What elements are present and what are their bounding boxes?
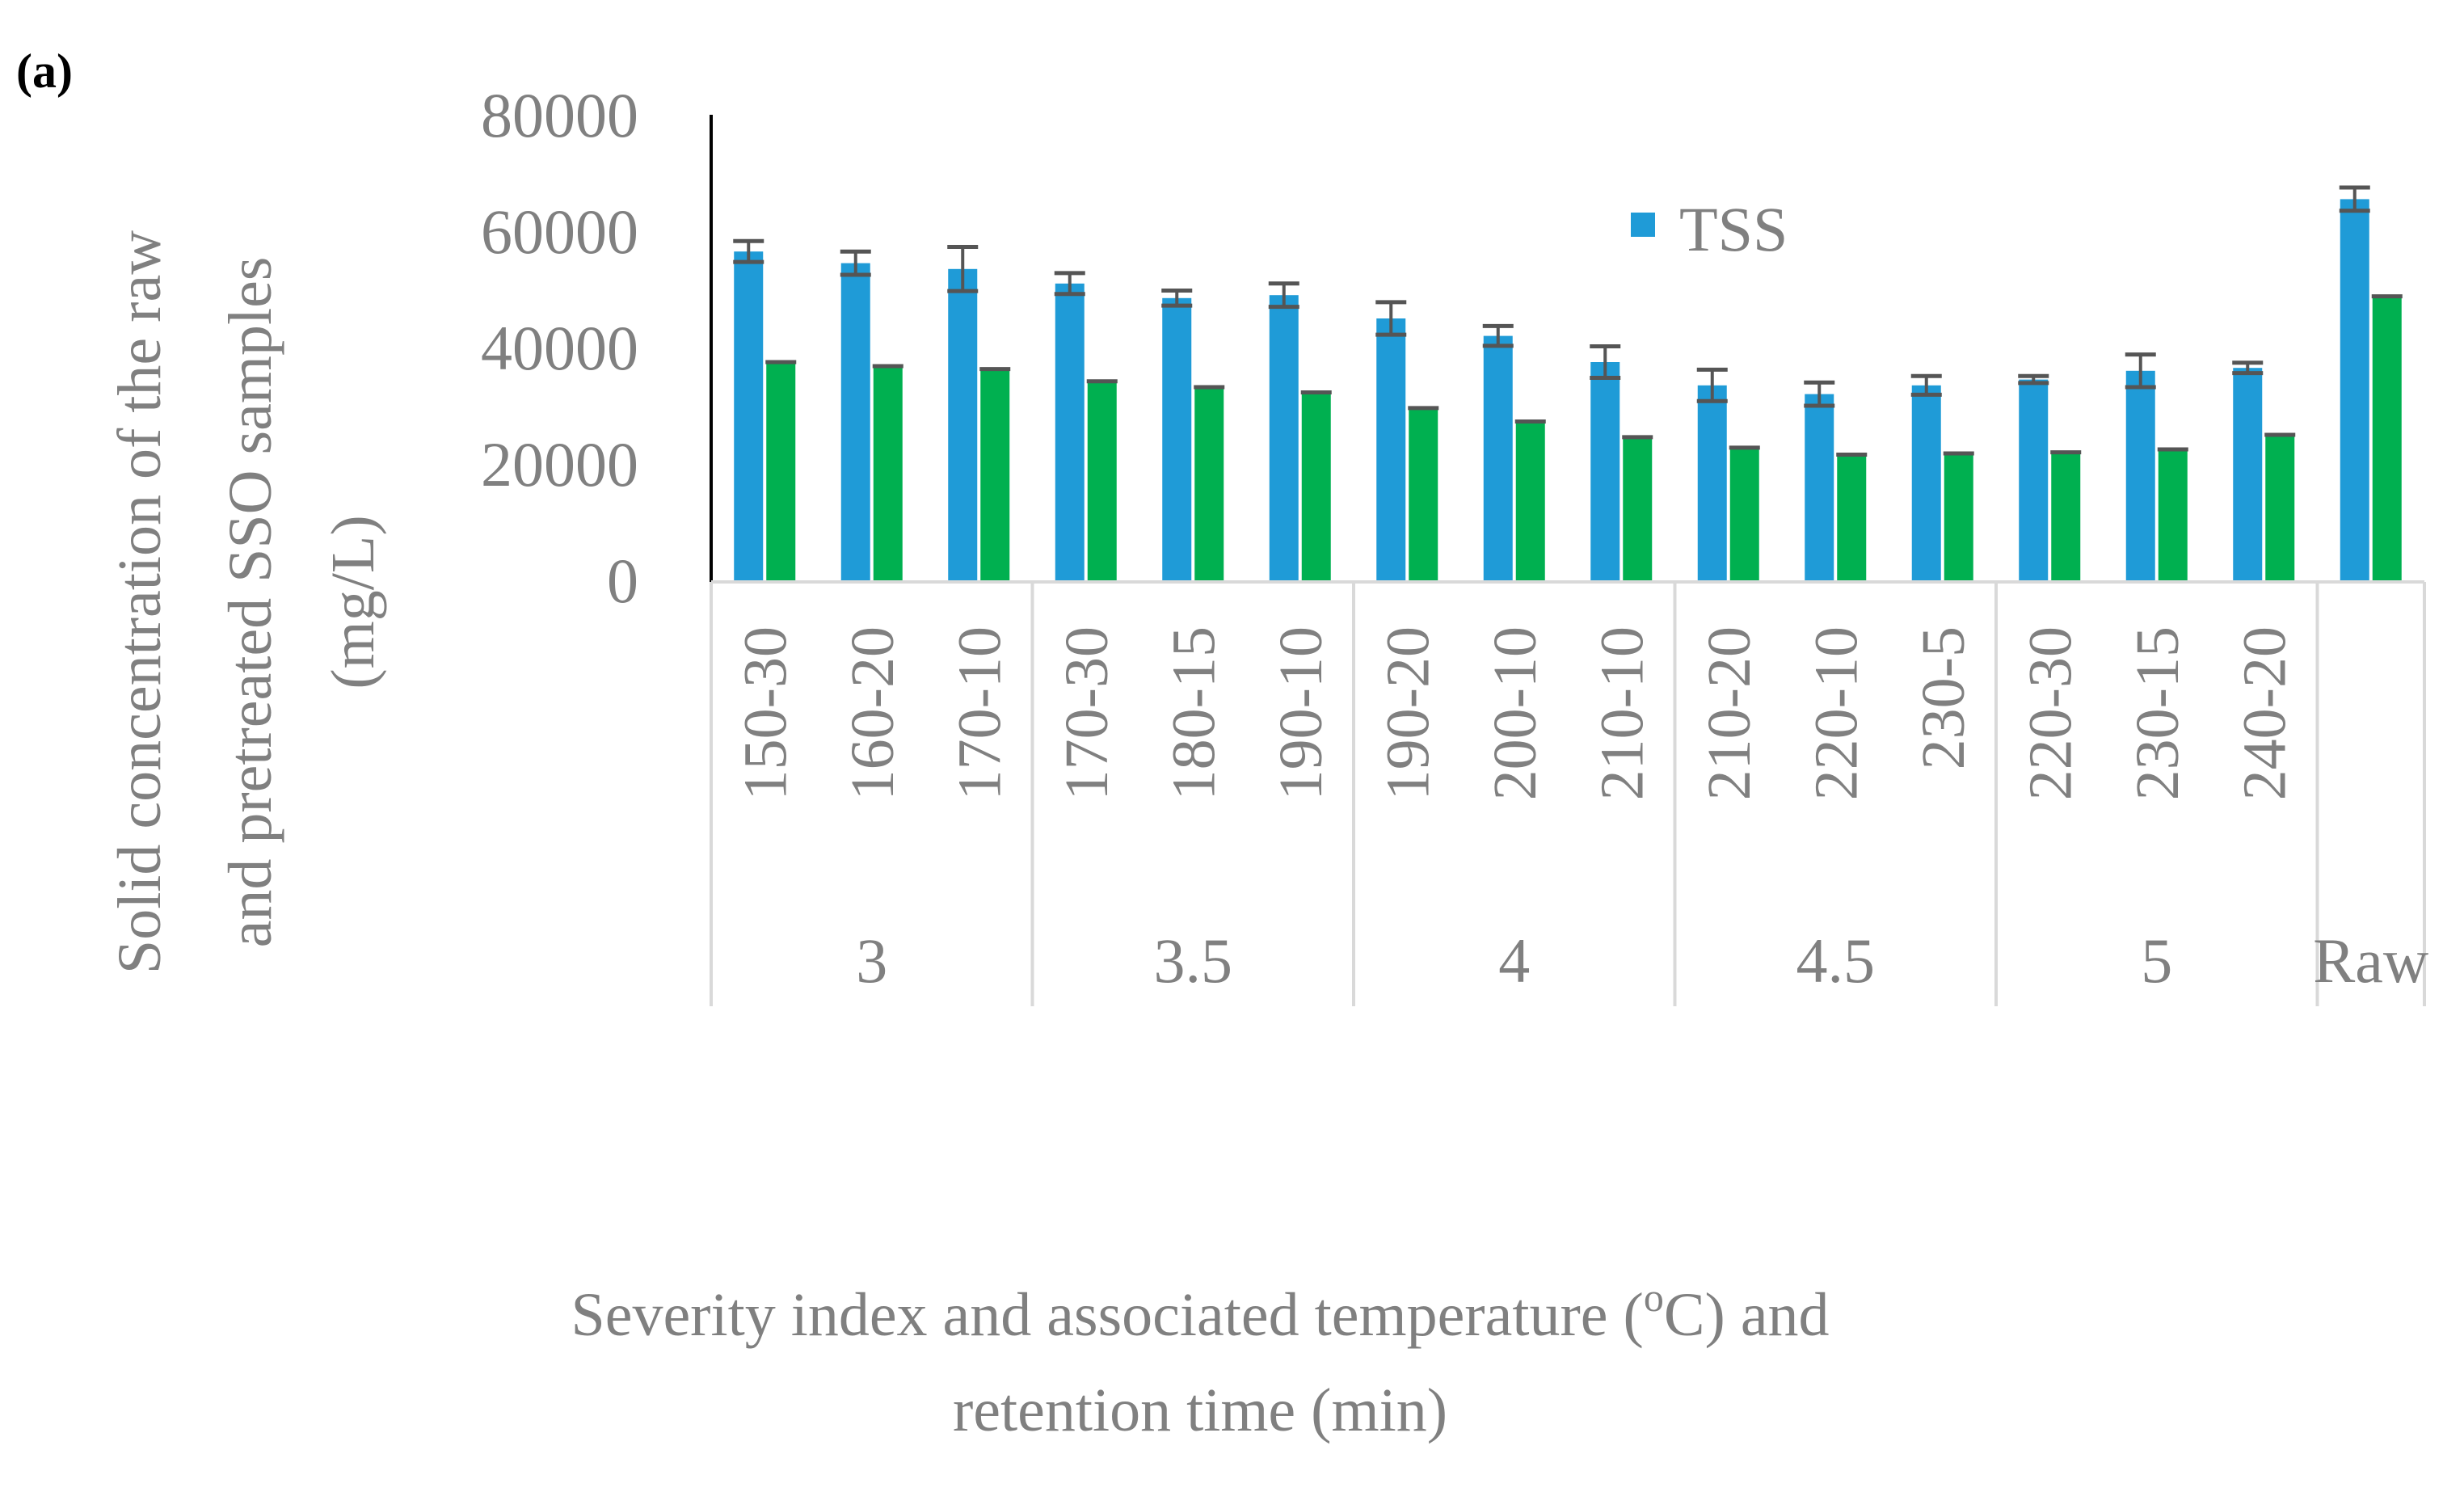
x-tick-label: 220-10 bbox=[1802, 626, 1870, 800]
panel-label: (a) bbox=[16, 44, 73, 98]
x-tick-label: 210-20 bbox=[1695, 626, 1763, 800]
x-tick-label: 190-10 bbox=[1267, 626, 1335, 800]
x-axis-title-line1b: C) and bbox=[1664, 1281, 1830, 1349]
bar bbox=[2019, 379, 2049, 580]
bar bbox=[1944, 453, 1973, 580]
bar bbox=[1515, 421, 1545, 580]
bar bbox=[2340, 199, 2369, 580]
y-axis-title: Solid concentration of the raw and pretre… bbox=[106, 230, 387, 974]
bar bbox=[1697, 385, 1727, 580]
bar bbox=[948, 268, 978, 580]
x-axis-title: Severity index and associated temperatur… bbox=[571, 1275, 1829, 1444]
bar bbox=[1269, 295, 1299, 580]
bars bbox=[734, 199, 2402, 580]
x-group-label: 5 bbox=[2141, 925, 2172, 996]
bar bbox=[1623, 436, 1653, 580]
x-group-label: 4.5 bbox=[1796, 925, 1876, 996]
bar bbox=[1194, 386, 1224, 580]
y-axis-title-line: (mg/L) bbox=[319, 515, 387, 689]
y-tick-label: 40000 bbox=[481, 313, 638, 383]
y-tick-label: 80000 bbox=[481, 80, 638, 150]
bar bbox=[1376, 318, 1406, 580]
legend-label-tss: TSS bbox=[1679, 194, 1788, 264]
bar bbox=[980, 369, 1010, 580]
x-tick-label: 200-10 bbox=[1481, 626, 1549, 800]
bar bbox=[1087, 381, 1117, 580]
bar bbox=[2125, 370, 2155, 580]
bar bbox=[1055, 283, 1085, 580]
x-tick-label: 170-30 bbox=[1053, 626, 1121, 800]
bar bbox=[1805, 394, 1834, 580]
bar bbox=[2265, 435, 2295, 580]
bar bbox=[2051, 452, 2081, 580]
bar bbox=[734, 251, 764, 580]
bar bbox=[1729, 447, 1759, 580]
error-bars bbox=[733, 185, 2403, 457]
bar bbox=[1837, 454, 1867, 580]
bar bbox=[840, 263, 870, 580]
bar bbox=[1409, 407, 1438, 580]
y-tick-label: 60000 bbox=[481, 196, 638, 267]
y-axis: 0 20000 40000 60000 80000 bbox=[481, 80, 638, 616]
bar bbox=[2372, 296, 2402, 580]
bar bbox=[1590, 362, 1620, 580]
bar bbox=[873, 366, 903, 580]
y-tick-label: 20000 bbox=[481, 429, 638, 499]
bar bbox=[1483, 335, 1513, 580]
x-tick-label: 180-15 bbox=[1160, 626, 1228, 800]
x-tick-label: 230-15 bbox=[2124, 626, 2192, 800]
y-tick-label: 0 bbox=[607, 546, 638, 616]
x-tick-label: 230-5 bbox=[1910, 626, 1978, 769]
x-tick-label: 240-20 bbox=[2230, 626, 2298, 800]
x-group-label: Raw bbox=[2313, 925, 2428, 996]
y-axis-title-line: and pretreated SSO samples bbox=[217, 257, 284, 948]
x-tick-label: 170-10 bbox=[946, 626, 1013, 800]
bar bbox=[2158, 449, 2188, 580]
y-axis-title-line: Solid concentration of the raw bbox=[106, 230, 174, 974]
x-axis-title-line2: retention time (min) bbox=[953, 1376, 1447, 1444]
x-axis: 150-30 160-20 170-10 170-30 180-15 190-10 190-… bbox=[710, 580, 2428, 1006]
bar bbox=[2233, 368, 2263, 580]
bar bbox=[1301, 392, 1331, 580]
svg-text:Severity index and associated: Severity index and associated temperatur… bbox=[571, 1275, 1829, 1349]
x-tick-label: 190-20 bbox=[1374, 626, 1442, 800]
x-group-label: 3 bbox=[856, 925, 887, 996]
x-tick-label: 150-30 bbox=[731, 626, 799, 800]
bar bbox=[1911, 385, 1941, 580]
x-group-label: 3.5 bbox=[1154, 925, 1233, 996]
legend: TSS bbox=[1631, 194, 1788, 264]
bar bbox=[766, 362, 796, 580]
x-axis-title-line1a: Severity index and associated temperatur… bbox=[571, 1281, 1643, 1349]
x-axis-title-sup: o bbox=[1644, 1275, 1664, 1320]
x-group-label: 4 bbox=[1498, 925, 1530, 996]
bar bbox=[1162, 297, 1192, 580]
legend-swatch-tss bbox=[1631, 213, 1655, 237]
x-tick-label: 160-20 bbox=[839, 626, 907, 800]
x-tick-label: 220-30 bbox=[2016, 626, 2084, 800]
x-tick-label: 210-10 bbox=[1588, 626, 1656, 800]
